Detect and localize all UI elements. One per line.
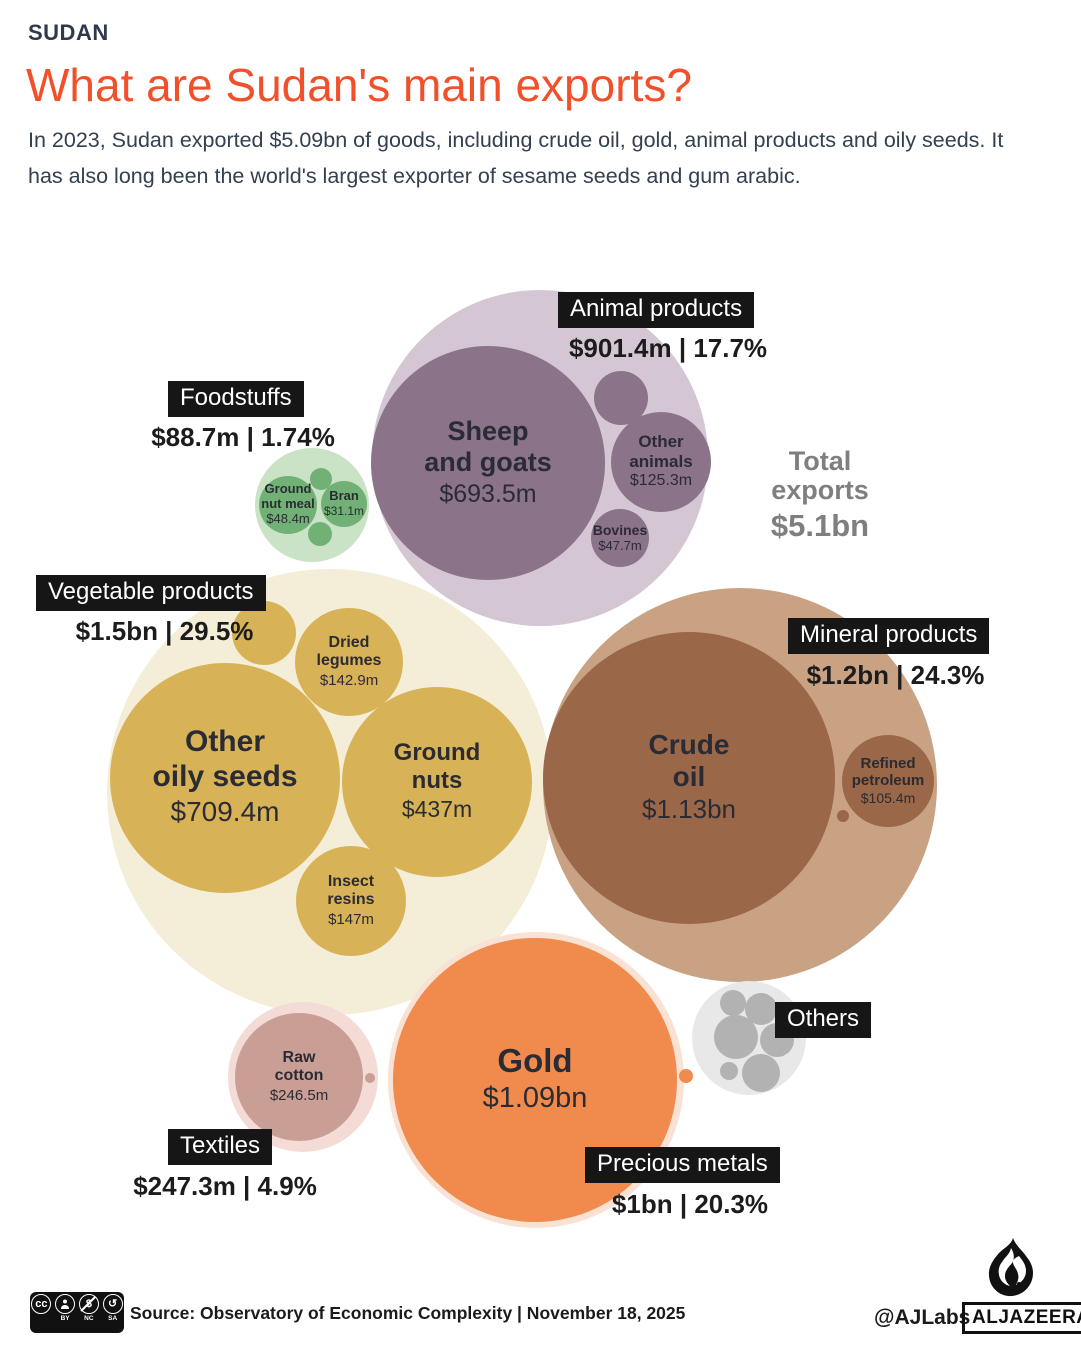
bubble-name: Other animals xyxy=(629,432,693,471)
label-animal-products: Animal products xyxy=(558,292,755,329)
others-dot-6 xyxy=(742,1054,780,1092)
ajlabs-credit: @AJLabs xyxy=(874,1306,971,1329)
bubble-other-oily-seeds: Other oily seeds $709.4m xyxy=(110,663,340,893)
bubble-value: $246.5m xyxy=(269,1086,329,1104)
bubble-value: $1.13bn xyxy=(642,794,736,825)
others-dot-1 xyxy=(720,990,746,1016)
bubble-value: $147m xyxy=(328,910,374,928)
label-precious-metals: Precious metals xyxy=(585,1147,780,1184)
bubble-name: Raw cotton xyxy=(274,1048,324,1085)
bubble-name: Insect resins xyxy=(327,872,375,909)
aljazeera-flame-icon xyxy=(986,1238,1038,1307)
page-title: What are Sudan's main exports? xyxy=(26,59,692,111)
bubble-dried-legumes: Dried legumes $142.9m xyxy=(295,608,403,716)
label-vegetable-products: Vegetable products xyxy=(36,575,266,612)
bubble-name: Gold xyxy=(497,1042,573,1080)
total-exports-label: Total exports xyxy=(771,446,869,506)
others-dot-3 xyxy=(714,1015,758,1059)
bubble-value: $142.9m xyxy=(319,671,379,689)
total-exports: Total exports $5.1bn xyxy=(740,446,900,544)
value-precious-metals: $1bn | 20.3% xyxy=(611,1189,769,1219)
bubble-name: Sheep and goats xyxy=(424,415,552,477)
bubble-textiles-dot xyxy=(365,1073,375,1083)
bubble-crude-oil: Crude oil $1.13bn xyxy=(543,632,835,924)
bubble-bovines: Bovines $47.7m xyxy=(591,509,649,567)
bubble-mineral-dot xyxy=(837,810,849,822)
bubble-ground-nuts: Ground nuts $437m xyxy=(342,687,532,877)
cc-nc: $ NC xyxy=(78,1294,101,1323)
bubble-value: $437m xyxy=(401,795,473,822)
bubble-insect-resins: Insect resins $147m xyxy=(296,846,406,956)
bubble-value: $709.4m xyxy=(170,796,280,828)
bubble-bran: Bran $31.1m xyxy=(321,481,367,527)
bubble-name: Bovines xyxy=(592,521,648,538)
bubble-value: $125.3m xyxy=(629,472,693,490)
aljazeera-logo: ALJAZEERA xyxy=(962,1302,1081,1334)
total-exports-value: $5.1bn xyxy=(770,508,870,544)
bubble-veg-unlabeled xyxy=(232,601,296,665)
value-foodstuffs: $88.7m | 1.74% xyxy=(151,422,335,452)
kicker: SUDAN xyxy=(28,20,109,45)
cc-license-badge: cc BY $ NC ↺ SA xyxy=(30,1292,124,1333)
bubble-name: Ground nuts xyxy=(393,739,481,795)
cc-nc-dollar-icon: $ xyxy=(78,1294,99,1314)
bubble-other-animals: Other animals $125.3m xyxy=(611,412,711,512)
bubble-value: $1.09bn xyxy=(482,1082,588,1115)
value-animal-products: $901.4m | 17.7% xyxy=(568,333,768,363)
cc-sa-arrow-icon: ↺ xyxy=(102,1294,123,1314)
value-mineral-products: $1.2bn | 24.3% xyxy=(806,660,985,690)
value-textiles: $247.3m | 4.9% xyxy=(133,1171,317,1201)
value-vegetable-products: $1.5bn | 29.5% xyxy=(75,616,254,646)
bubble-name: Bran xyxy=(329,487,359,503)
cc-by: BY xyxy=(54,1294,77,1323)
bubble-name: Dried legumes xyxy=(316,633,382,670)
cc-by-person-icon xyxy=(55,1294,76,1314)
bubble-name: Refined petroleum xyxy=(851,754,925,789)
label-textiles: Textiles xyxy=(168,1129,273,1166)
bubble-value: $47.7m xyxy=(598,537,642,553)
label-others: Others xyxy=(775,1002,872,1039)
bubble-value: $31.1m xyxy=(323,503,365,518)
label-foodstuffs: Foodstuffs xyxy=(168,381,304,418)
bubble-sheep-and-goats: Sheep and goats $693.5m xyxy=(371,346,605,580)
bubble-foodstuffs-dot-bottom xyxy=(308,522,332,546)
label-mineral-products: Mineral products xyxy=(788,618,990,655)
bubble-name: Other oily seeds xyxy=(152,725,298,793)
bubble-value: $693.5m xyxy=(439,479,537,508)
bubble-refined-petroleum: Refined petroleum $105.4m xyxy=(842,735,934,827)
bubble-name: Crude oil xyxy=(648,728,730,793)
bubble-foodstuffs-dot-top xyxy=(310,468,332,490)
others-dot-5 xyxy=(720,1062,738,1080)
bubble-ground-nut-meal: Ground nut meal $48.4m xyxy=(259,476,317,534)
bubble-value: $48.4m xyxy=(266,511,310,527)
cc-sa: ↺ SA xyxy=(101,1294,124,1323)
intro-paragraph: In 2023, Sudan exported $5.09bn of goods… xyxy=(28,128,1004,188)
cc-circle-icon: cc xyxy=(31,1294,52,1314)
cc-icon: cc xyxy=(30,1294,53,1323)
source-credit: Source: Observatory of Economic Complexi… xyxy=(130,1303,686,1323)
bubble-value: $105.4m xyxy=(860,790,916,807)
bubble-name: Ground nut meal xyxy=(261,480,315,511)
bubble-precious-dot xyxy=(679,1069,693,1083)
bubble-raw-cotton: Raw cotton $246.5m xyxy=(235,1013,363,1141)
